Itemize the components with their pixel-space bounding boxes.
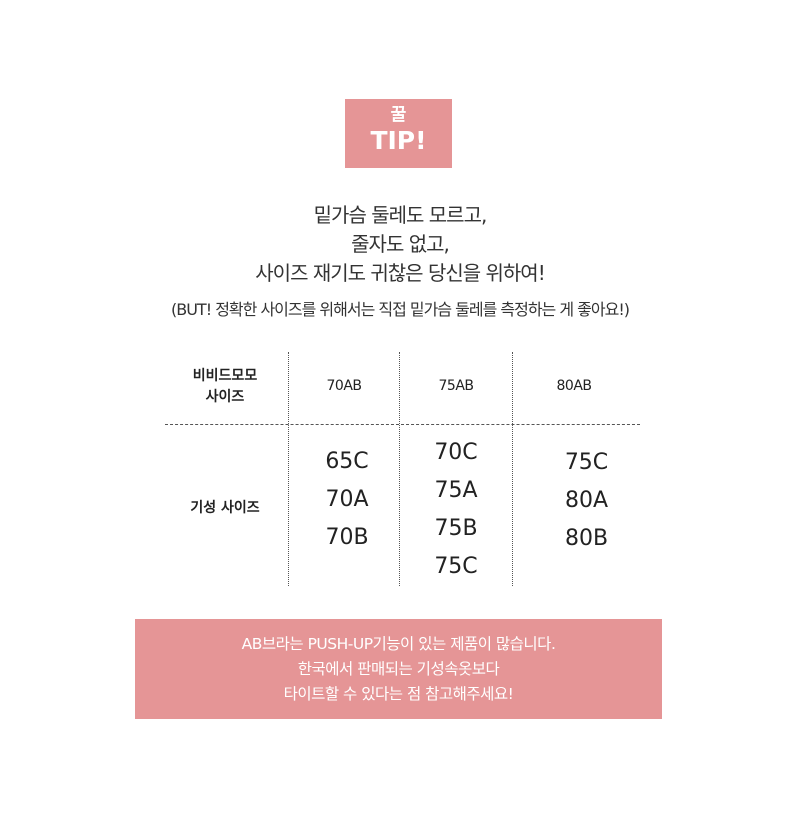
row-label-brand-size: 비비드모모 사이즈 [165, 366, 285, 408]
measure-note: (BUT! 정확한 사이즈를 위해서는 직접 밑가슴 둘레를 측정하는 게 좋아… [171, 300, 630, 319]
notice-line: AB브라는 PUSH-UP기능이 있는 제품이 많습니다. [241, 635, 556, 653]
label-line: 비비드모모 [192, 368, 258, 384]
size-value: 80A [564, 488, 609, 513]
column-divider [399, 352, 400, 586]
size-value: 75A [434, 478, 478, 503]
size-value: 75C [434, 554, 478, 579]
size-value: 70C [434, 440, 478, 465]
size-cell-80ab: 75C 80A 80B [513, 444, 660, 558]
size-value: 80B [564, 526, 609, 551]
notice-box: AB브라는 PUSH-UP기능이 있는 제품이 많습니다. 한국에서 판매되는 … [135, 619, 662, 719]
size-value: 65C [325, 449, 369, 474]
intro-line-3: 사이즈 재기도 귀찮은 당신을 위하여! [255, 261, 545, 285]
intro-line-1: 밑가슴 둘레도 모르고, [313, 203, 488, 227]
tip-badge: 꿀 TIP! [345, 99, 452, 168]
row-divider [165, 424, 640, 425]
size-cell-75ab: 70C 75A 75B 75C [400, 434, 512, 586]
notice-line: 타이트할 수 있다는 점 참고해주세요! [283, 685, 514, 703]
size-cell-70ab: 65C 70A 70B [289, 443, 405, 557]
size-value: 75C [564, 450, 609, 475]
label-line: 사이즈 [205, 389, 245, 405]
column-header: 75AB [438, 378, 475, 394]
column-divider [512, 352, 513, 586]
notice-line: 한국에서 판매되는 기성속옷보다 [297, 660, 500, 678]
size-value: 75B [434, 516, 478, 541]
column-divider [288, 352, 289, 586]
column-header: 80AB [556, 378, 593, 394]
size-value: 70B [325, 525, 369, 550]
intro-line-2: 줄자도 없고, [351, 232, 450, 256]
badge-line1: 꿀 [390, 105, 407, 125]
badge-line2: TIP! [370, 126, 427, 155]
column-header: 70AB [326, 378, 363, 394]
size-value: 70A [325, 487, 369, 512]
row-label-standard-size: 기성 사이즈 [190, 500, 260, 516]
